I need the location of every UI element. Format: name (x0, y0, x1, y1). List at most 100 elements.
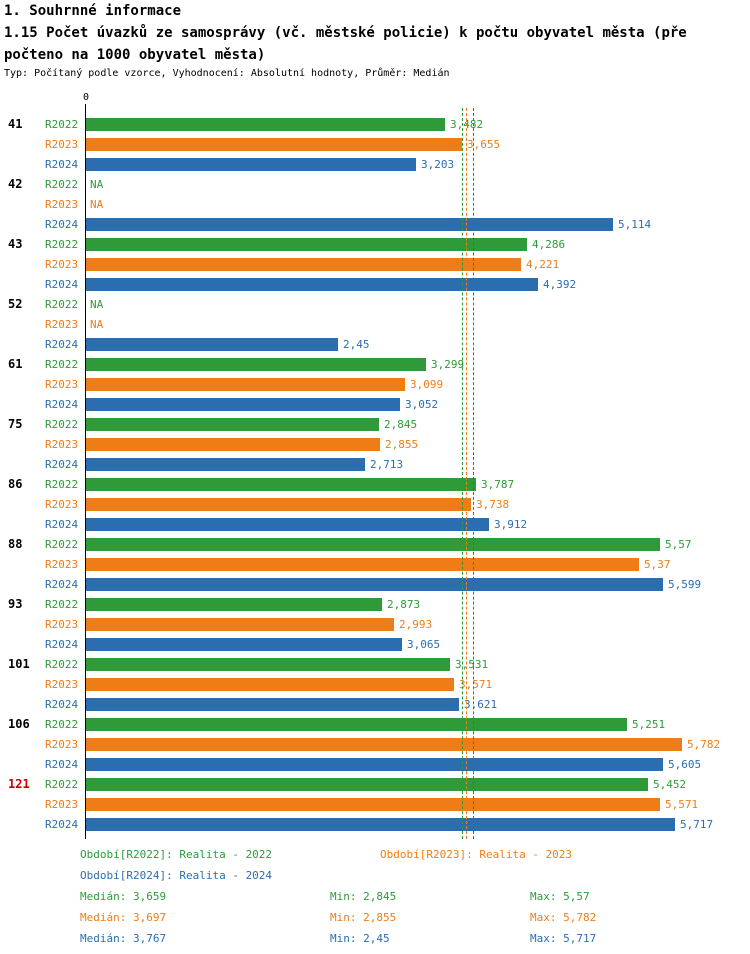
bar (86, 358, 426, 371)
bar (86, 738, 682, 751)
bar-value-label: 2,873 (387, 598, 421, 611)
median-line (462, 108, 463, 839)
bar-value-label: 4,221 (526, 258, 560, 271)
legend-item: Období[R2023]: Realita - 2023 (380, 848, 573, 861)
bar-value-label: 3,655 (467, 138, 501, 151)
series-label: R2023 (45, 798, 79, 811)
bar (86, 278, 538, 291)
report-section-title: 1. Souhrnné informace (4, 3, 182, 19)
bar (86, 518, 489, 531)
bar (86, 118, 445, 131)
group-label: 75 (8, 417, 23, 431)
bar-value-label: 5,605 (668, 758, 702, 771)
bar-value-label: 3,531 (455, 658, 489, 671)
bar-value-label: 5,452 (653, 778, 687, 791)
bar-value-label: 2,993 (399, 618, 433, 631)
bar-value-label: 3,052 (405, 398, 439, 411)
stat-median: Medián: 3,659 (80, 890, 167, 903)
bar-value-label: 2,845 (384, 418, 418, 431)
bar-value-label: 3,621 (464, 698, 498, 711)
bar (86, 598, 382, 611)
group-label: 106 (8, 717, 30, 731)
series-label: R2023 (45, 558, 79, 571)
group-label: 42 (8, 177, 23, 191)
series-label: R2023 (45, 738, 79, 751)
series-label: R2022 (45, 238, 79, 251)
bar-value-label: 4,286 (532, 238, 566, 251)
stat-median: Medián: 3,767 (80, 932, 167, 945)
series-label: R2024 (45, 638, 79, 651)
series-label: R2023 (45, 138, 79, 151)
group-label: 93 (8, 597, 23, 611)
series-label: R2022 (45, 418, 79, 431)
chart-plot-area (85, 108, 750, 839)
bar-value-label: 3,738 (476, 498, 510, 511)
series-label: R2023 (45, 498, 79, 511)
series-label: R2024 (45, 218, 79, 231)
stat-max: Max: 5,57 (530, 890, 590, 903)
series-label: R2023 (45, 678, 79, 691)
bar-value-label: 5,782 (687, 738, 721, 751)
bar-value-label: 3,065 (407, 638, 441, 651)
series-label: R2022 (45, 778, 79, 791)
bar (86, 458, 365, 471)
bar (86, 638, 402, 651)
series-label: R2024 (45, 278, 79, 291)
group-label: 121 (8, 777, 30, 791)
legend-item: Období[R2022]: Realita - 2022 (80, 848, 273, 861)
bar-value-label: 2,855 (385, 438, 419, 451)
bar-value-label: 3,299 (431, 358, 465, 371)
series-label: R2023 (45, 318, 79, 331)
median-line (466, 108, 467, 839)
series-label: R2024 (45, 338, 79, 351)
bar-value-label: 2,45 (343, 338, 370, 351)
bar (86, 338, 338, 351)
x-axis-zero-label: 0 (82, 92, 90, 103)
group-label: 86 (8, 477, 23, 491)
bar-value-label: 3,203 (421, 158, 455, 171)
group-label: 101 (8, 657, 30, 671)
series-label: R2022 (45, 358, 79, 371)
bar (86, 158, 416, 171)
bar (86, 618, 394, 631)
bar (86, 558, 639, 571)
bar (86, 658, 450, 671)
group-label: 43 (8, 237, 23, 251)
bar-value-label: 3,571 (459, 678, 493, 691)
series-label: R2022 (45, 298, 79, 311)
series-label: R2022 (45, 118, 79, 131)
series-label: R2022 (45, 598, 79, 611)
bar (86, 778, 648, 791)
group-label: 88 (8, 537, 23, 551)
bar (86, 698, 459, 711)
series-label: R2022 (45, 178, 79, 191)
bar (86, 238, 527, 251)
bar (86, 218, 613, 231)
series-label: R2023 (45, 258, 79, 271)
bar (86, 258, 521, 271)
bar (86, 478, 476, 491)
bar (86, 718, 627, 731)
median-line (473, 108, 474, 839)
report-title-line2: počteno na 1000 obyvatel města) (4, 47, 266, 63)
bar-value-label: 4,392 (543, 278, 577, 291)
stat-min: Min: 2,45 (330, 932, 390, 945)
bar-value-label: 3,099 (410, 378, 444, 391)
bar-value-label: 3,787 (481, 478, 515, 491)
group-label: 61 (8, 357, 23, 371)
series-label: R2022 (45, 718, 79, 731)
series-label: R2022 (45, 538, 79, 551)
series-label: R2022 (45, 658, 79, 671)
bar (86, 138, 462, 151)
bar-value-label: 2,713 (370, 458, 404, 471)
group-label: 41 (8, 117, 23, 131)
bar (86, 498, 471, 511)
stat-min: Min: 2,845 (330, 890, 397, 903)
bar (86, 818, 675, 831)
group-label: 52 (8, 297, 23, 311)
bar (86, 378, 405, 391)
bar (86, 438, 380, 451)
series-label: R2024 (45, 158, 79, 171)
series-label: R2023 (45, 618, 79, 631)
series-label: R2024 (45, 458, 79, 471)
